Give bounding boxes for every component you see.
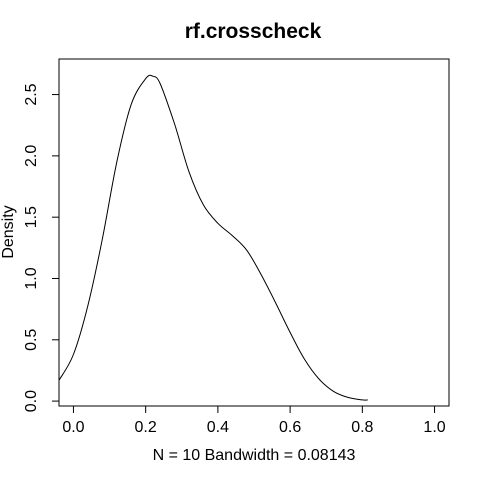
- y-tick-label: 2.5: [23, 83, 40, 105]
- y-tick-label: 1.0: [23, 267, 40, 289]
- x-axis-label: N = 10 Bandwidth = 0.08143: [153, 447, 356, 464]
- x-tick-label: 0.0: [62, 419, 84, 436]
- plot-frame: [58, 58, 450, 407]
- y-tick-label: 2.0: [23, 145, 40, 167]
- x-tick-label: 1.0: [423, 419, 445, 436]
- x-tick-label: 0.2: [135, 419, 157, 436]
- x-axis: 0.0 0.2 0.4 0.6 0.8 1.0: [62, 405, 446, 436]
- y-axis-label: Density: [0, 205, 17, 258]
- x-tick-label: 0.6: [279, 419, 301, 436]
- chart-title: rf.crosscheck: [185, 20, 322, 43]
- y-axis: 0.0 0.5 1.0 1.5 2.0 2.5: [23, 83, 60, 412]
- x-tick-label: 0.4: [207, 419, 229, 436]
- y-tick-label: 0.0: [23, 390, 40, 412]
- y-tick-label: 0.5: [23, 329, 40, 351]
- y-tick-label: 1.5: [23, 206, 40, 228]
- x-tick-label: 0.8: [351, 419, 373, 436]
- density-curve: [58, 74, 368, 401]
